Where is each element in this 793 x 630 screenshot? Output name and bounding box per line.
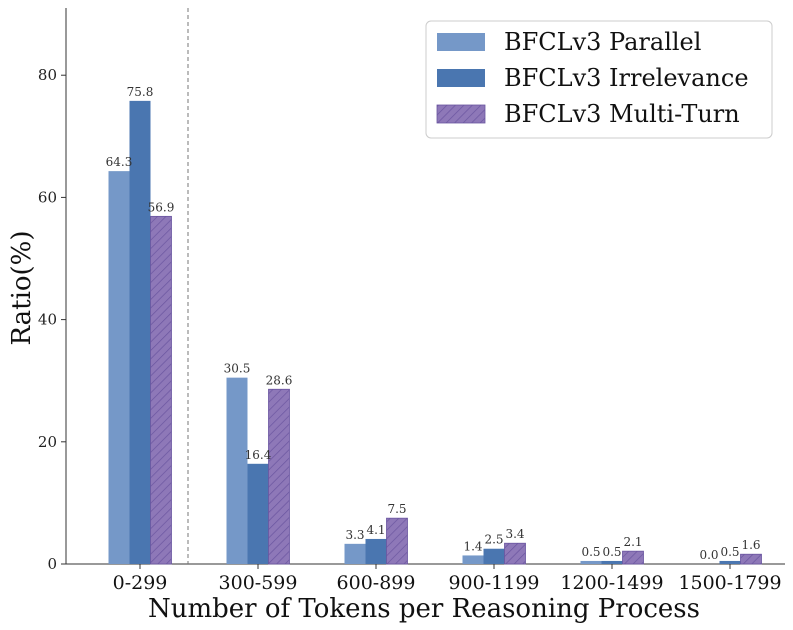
data-labels: 64.330.53.31.4 0.5 0.075.816.44.12.50.5 0.5…: [106, 85, 761, 562]
x-tick-label: 1200-1499: [560, 572, 663, 594]
bar-value-label: 3.4: [505, 527, 524, 541]
bar: [129, 100, 151, 564]
bar-value-label: 56.9: [148, 200, 175, 214]
bar-value-label: 28.6: [266, 373, 293, 387]
x-tick-label: 1500-1799: [678, 572, 781, 594]
bar-value-label: 0.0: [699, 548, 718, 562]
bar: [740, 553, 762, 565]
bar: [483, 548, 505, 564]
y-tick-label: 60: [38, 188, 57, 206]
axes: 0 20 40 60 80 0-299 300-599 600-899 900-1199 1200…: [38, 8, 785, 594]
bar: [365, 538, 387, 564]
bar: [601, 560, 623, 564]
bar-value-label: 1.4: [463, 539, 482, 553]
legend-swatch: [437, 33, 485, 51]
bar: [150, 215, 172, 565]
legend: BFCLv3 Parallel BFCLv3 Irrelevance BFCLv3 …: [425, 20, 773, 139]
bar: [462, 555, 484, 564]
bar: [580, 560, 602, 564]
y-tick-label: 0: [47, 555, 57, 573]
bar-value-label: 2.1: [623, 535, 642, 549]
legend-label: BFCLv3 Irrelevance: [504, 64, 749, 92]
bar: [719, 560, 741, 564]
bar-value-label: 0.5: [581, 545, 600, 559]
bar: [226, 377, 248, 564]
bar: [504, 542, 526, 565]
bar-value-label: 1.6: [741, 538, 760, 552]
bar-value-label: 0.5: [720, 545, 739, 559]
bar-value-label: 0.5: [602, 545, 621, 559]
x-tick-label: 900-1199: [448, 572, 539, 594]
x-tick-label: 600-899: [337, 572, 416, 594]
bar: [622, 550, 644, 565]
bar-value-label: 7.5: [387, 502, 406, 516]
bar-value-label: 16.4: [245, 448, 272, 462]
bar: [247, 463, 269, 564]
bar-value-label: 75.8: [127, 85, 154, 99]
legend-box: [425, 20, 773, 139]
bar: [268, 388, 290, 565]
legend-label: BFCLv3 Multi-Turn: [504, 100, 740, 128]
y-tick-label: 40: [38, 311, 57, 329]
bars: [108, 100, 762, 565]
legend-swatch: [436, 104, 486, 124]
x-tick-label: 300-599: [219, 572, 298, 594]
bar-value-label: 3.3: [345, 528, 364, 542]
bar-value-label: 2.5: [484, 533, 503, 547]
bar: [386, 517, 408, 565]
x-tick-label: 0-299: [113, 572, 168, 594]
legend-swatch: [437, 69, 485, 87]
y-axis-title: Ratio(%): [7, 230, 37, 345]
legend-label: BFCLv3 Parallel: [504, 28, 701, 56]
bar-value-label: 30.5: [224, 362, 251, 376]
bar-value-label: 4.1: [366, 523, 385, 537]
bar: [344, 543, 366, 564]
bar: [108, 171, 130, 564]
bar-value-label: 64.3: [106, 155, 133, 169]
x-axis-title: Number of Tokens per Reasoning Process: [148, 594, 700, 624]
y-tick-label: 20: [38, 433, 57, 451]
y-tick-label: 80: [38, 66, 57, 84]
